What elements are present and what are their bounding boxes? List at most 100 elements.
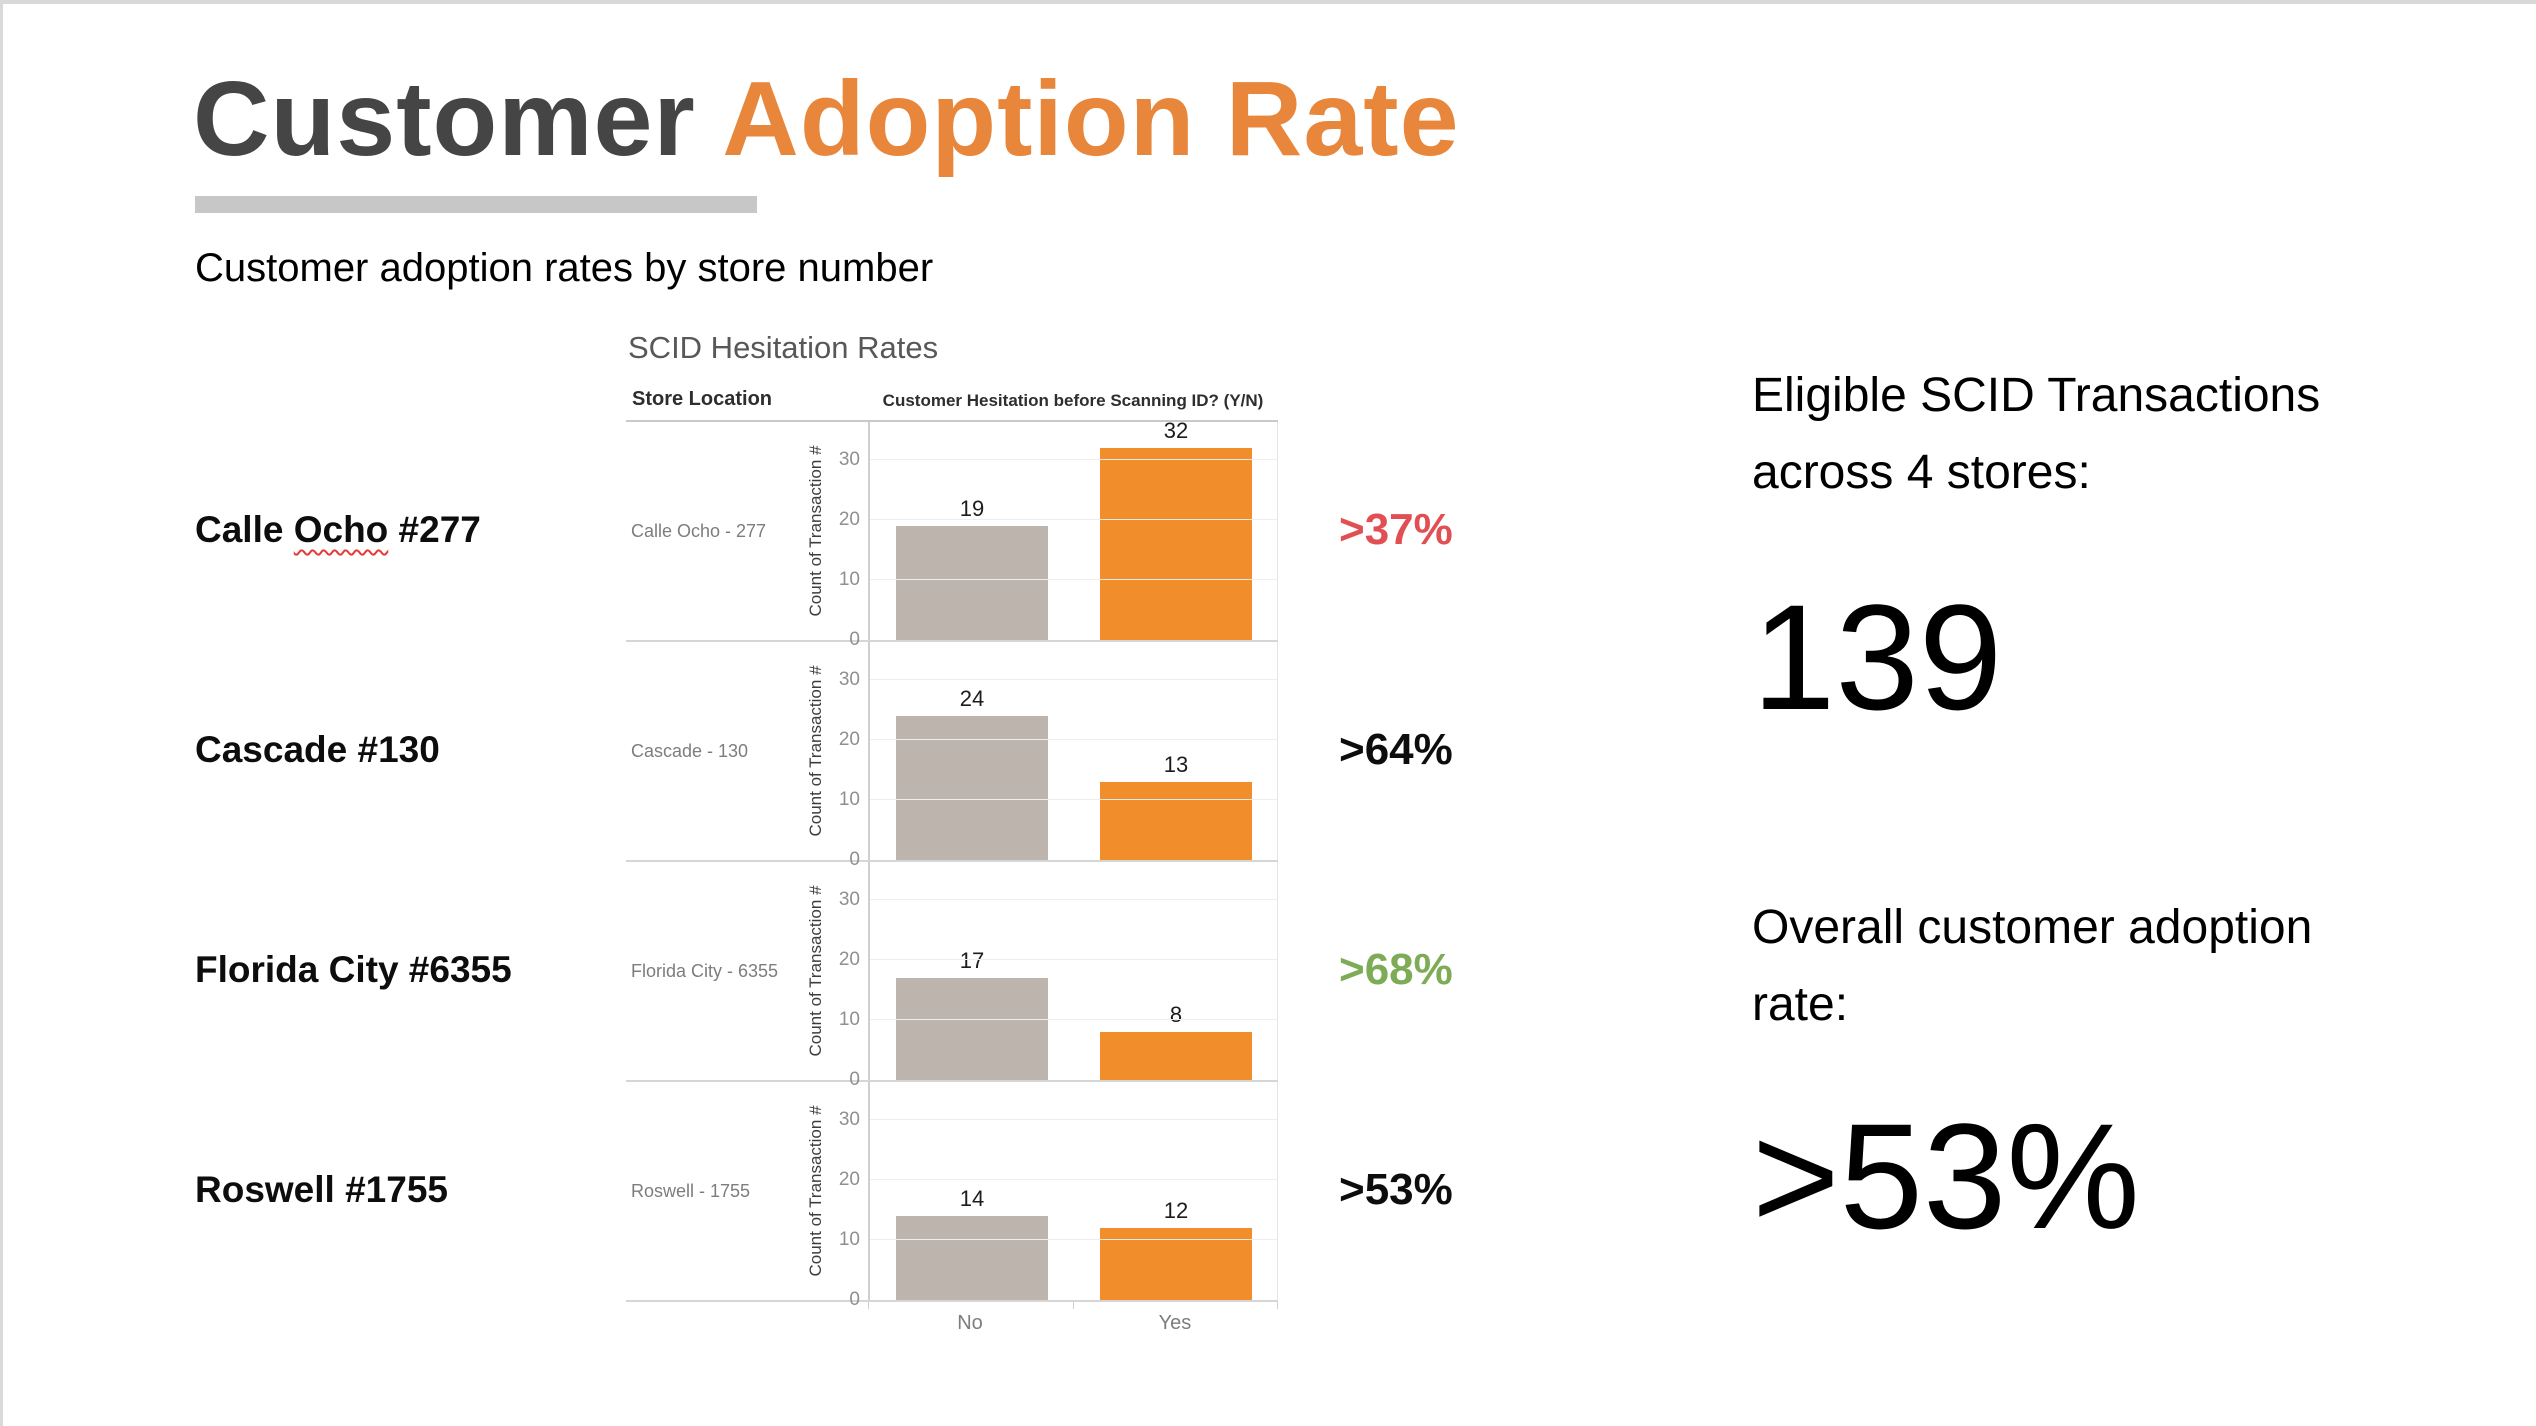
gridline <box>870 679 1277 680</box>
bar-yes-value: 8 <box>1169 1002 1183 1027</box>
x-axis-tick <box>1277 1302 1278 1309</box>
y-tick-label: 20 <box>838 729 860 750</box>
adoption-rate-value: >53% <box>1339 1165 1453 1214</box>
x-category-no: No <box>957 1312 983 1334</box>
y-tick-label: 30 <box>838 889 860 910</box>
gridline <box>870 959 1277 960</box>
page-title: Customer Adoption Rate <box>193 63 1460 175</box>
gridline <box>870 459 1277 460</box>
title-underline-bar <box>195 196 757 213</box>
gridline <box>870 1239 1277 1240</box>
store-name-text: #277 <box>388 509 481 550</box>
y-axis-title: Count of Transaction # <box>806 1105 825 1277</box>
tableau-chart: SCID Hesitation Rates Store Location Cus… <box>626 330 1278 1346</box>
y-axis: Count of Transaction # 30 20 10 0 <box>806 642 868 870</box>
y-tick-label: 10 <box>838 789 860 810</box>
chart-row: Cascade - 130 Count of Transaction # 30 2… <box>626 642 1278 870</box>
y-tick-label: 10 <box>838 569 860 590</box>
y-tick-label: 10 <box>838 1229 860 1250</box>
overall-adoption-value: >53% <box>1752 1092 2140 1260</box>
store-location-header: Store Location <box>632 388 773 410</box>
eligible-transactions-label: Eligible SCID Transactions across 4 stor… <box>1752 369 2321 499</box>
y-axis: Count of Transaction # 30 20 10 0 <box>806 1082 868 1310</box>
bar-yes-value: 13 <box>1163 752 1189 777</box>
chart-row: Calle Ocho - 277 Count of Transaction # … <box>626 418 1278 650</box>
bar-yes-value: 32 <box>1163 418 1189 443</box>
store-name-label: Cascade #130 <box>195 729 440 771</box>
gridline <box>870 519 1277 520</box>
y-axis-title: Count of Transaction # <box>806 665 825 837</box>
y-tick-label: 0 <box>849 1289 860 1310</box>
store-location-cell: Calle Ocho - 277 <box>631 520 767 541</box>
y-tick-label: 20 <box>838 949 860 970</box>
bar-yes: 13 <box>1100 752 1252 860</box>
store-name-label: Calle Ocho #277 <box>195 509 481 551</box>
chart-title: SCID Hesitation Rates <box>628 330 939 365</box>
gridline <box>870 739 1277 740</box>
chart-rows: Calle Ocho - 277 Count of Transaction # … <box>626 418 1278 1310</box>
gridline <box>870 579 1277 580</box>
bar-no: 14 <box>896 1186 1048 1300</box>
y-axis-title: Count of Transaction # <box>806 885 825 1057</box>
plot-area: 14 12 <box>868 1082 1278 1300</box>
bar-no-value: 14 <box>959 1186 985 1211</box>
plot-area: 24 13 <box>868 642 1278 860</box>
store-location-cell: Cascade - 130 <box>631 740 749 761</box>
y-tick-label: 30 <box>838 669 860 690</box>
bar-no: 19 <box>896 496 1048 640</box>
y-tick-label: 10 <box>838 1009 860 1030</box>
gridline <box>870 1019 1277 1020</box>
slide-left-edge <box>0 0 3 1426</box>
bar-no: 24 <box>896 686 1048 860</box>
y-axis-title: Count of Transaction # <box>806 445 825 617</box>
gridline <box>870 1179 1277 1180</box>
store-location-cell: Florida City - 6355 <box>631 960 779 981</box>
store-name-label: Roswell #1755 <box>195 1169 448 1211</box>
plot-area: 17 8 <box>868 862 1278 1080</box>
y-tick-label: 20 <box>838 1169 860 1190</box>
y-tick-label: 0 <box>849 849 860 870</box>
adoption-rate-value: >68% <box>1339 945 1453 994</box>
store-name-text: Calle <box>195 509 294 550</box>
title-part-accent: Adoption Rate <box>722 60 1460 178</box>
eligible-transactions-value: 139 <box>1752 573 2003 741</box>
x-axis-tick <box>868 1302 869 1309</box>
chart-row: Florida City - 6355 Count of Transaction… <box>626 862 1278 1090</box>
y-tick-label: 30 <box>838 449 860 470</box>
bar-no: 17 <box>896 948 1048 1080</box>
bar-yes: 12 <box>1100 1198 1252 1300</box>
store-name-label: Florida City #6355 <box>195 949 512 991</box>
y-axis: Count of Transaction # 30 20 10 0 <box>806 862 868 1090</box>
title-part-dark: Customer <box>193 60 723 178</box>
store-name-text: Cascade #130 <box>195 729 440 770</box>
y-tick-label: 30 <box>838 1109 860 1130</box>
store-location-cell: Roswell - 1755 <box>631 1180 751 1201</box>
adoption-rate-value: >37% <box>1339 505 1453 554</box>
bar-no-value: 17 <box>959 948 985 973</box>
y-tick-label: 0 <box>849 1069 860 1090</box>
x-axis-tick <box>1073 1302 1074 1309</box>
adoption-rate-value: >64% <box>1339 725 1453 774</box>
plot-area: 19 32 <box>868 418 1278 640</box>
gridline <box>870 899 1277 900</box>
bar-no-value: 19 <box>959 496 985 521</box>
hesitation-header: Customer Hesitation before Scanning ID? … <box>882 391 1264 410</box>
store-name-text: Roswell #1755 <box>195 1169 448 1210</box>
slide-top-edge <box>0 0 2536 4</box>
chart-row: Roswell - 1755 Count of Transaction # 30… <box>626 1082 1278 1310</box>
bar-no-value: 24 <box>959 686 985 711</box>
y-tick-label: 20 <box>838 509 860 530</box>
y-axis: Count of Transaction # 30 20 10 0 <box>806 422 868 650</box>
bar-yes: 8 <box>1100 1002 1252 1080</box>
gridline <box>870 799 1277 800</box>
spellcheck-squiggle-word: Ocho <box>293 509 389 550</box>
bar-yes-value: 12 <box>1163 1198 1189 1223</box>
gridline <box>870 1119 1277 1120</box>
chart-column-headers: Store Location Customer Hesitation befor… <box>626 372 1278 420</box>
store-name-text: Florida City #6355 <box>195 949 512 990</box>
overall-adoption-label: Overall customer adoption rate: <box>1752 901 2313 1031</box>
y-tick-label: 0 <box>849 629 860 650</box>
x-category-yes: Yes <box>1158 1312 1192 1334</box>
x-axis: No Yes <box>868 1302 1278 1346</box>
